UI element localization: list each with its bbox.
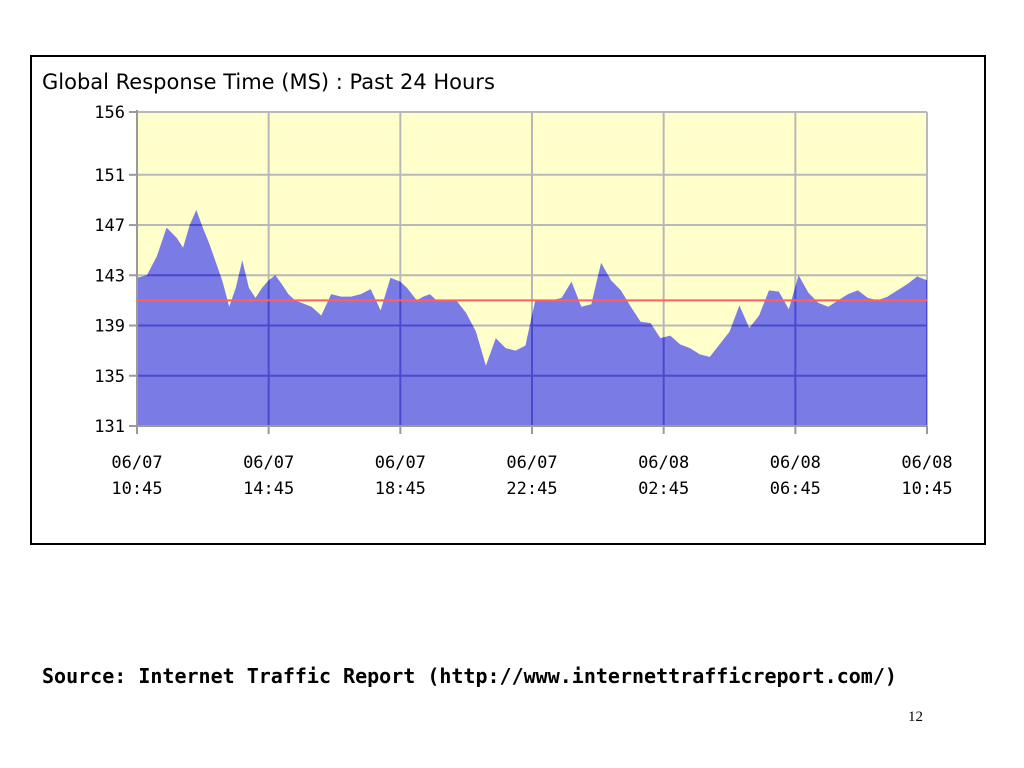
x-tick-date-4: 06/08 — [638, 453, 689, 473]
x-tick-time-2: 18:45 — [375, 479, 426, 499]
x-tick-date-6: 06/08 — [901, 453, 952, 473]
y-tick-label-6: 131 — [94, 417, 125, 437]
x-tick-time-5: 06:45 — [770, 479, 821, 499]
x-tick-date-0: 06/07 — [111, 453, 162, 473]
x-tick-time-0: 10:45 — [111, 479, 162, 499]
source-note: Source: Internet Traffic Report (http://… — [42, 664, 897, 688]
x-tick-time-6: 10:45 — [901, 479, 952, 499]
chart-title: Global Response Time (MS) : Past 24 Hour… — [42, 70, 495, 94]
y-tick-label-4: 139 — [94, 317, 125, 337]
x-tick-date-5: 06/08 — [770, 453, 821, 473]
page-number: 12 — [908, 709, 923, 725]
y-tick-label-2: 147 — [94, 216, 125, 236]
x-tick-date-3: 06/07 — [506, 453, 557, 473]
response-time-chart: Global Response Time (MS) : Past 24 Hour… — [42, 70, 953, 499]
y-tick-label-0: 156 — [94, 103, 125, 123]
x-tick-time-1: 14:45 — [243, 479, 294, 499]
y-tick-label-3: 143 — [94, 266, 125, 286]
x-tick-date-2: 06/07 — [375, 453, 426, 473]
chart-frame: Global Response Time (MS) : Past 24 Hour… — [30, 55, 986, 545]
y-tick-label-5: 135 — [94, 367, 125, 387]
x-tick-time-3: 22:45 — [506, 479, 557, 499]
y-tick-label-1: 151 — [94, 166, 125, 186]
x-tick-time-4: 02:45 — [638, 479, 689, 499]
x-tick-date-1: 06/07 — [243, 453, 294, 473]
